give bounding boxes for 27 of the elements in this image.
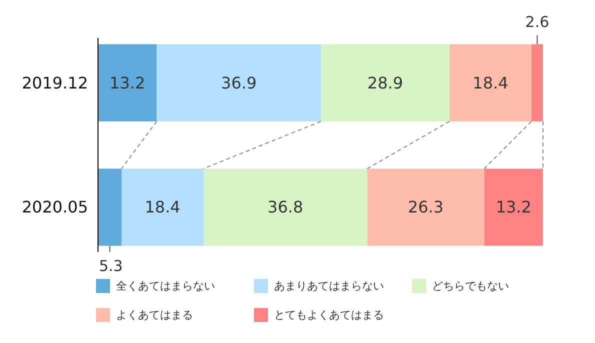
bar [484,168,543,246]
data-label: 18.4 [472,73,508,92]
legend-label: 全くあてはまらない [116,280,215,292]
data-label: 36.9 [221,73,257,92]
legend-label: とてもよくあてはまる [274,308,384,322]
legend-label: よくあてはまる [116,308,193,322]
bar [367,168,484,246]
data-label: 2.6 [525,13,550,32]
y-tick-label: 2020.05 [22,198,88,217]
bar [122,168,204,246]
bar [98,168,122,246]
bar [156,44,321,122]
legend-label: どちらでもない [432,280,509,292]
bar [450,44,532,122]
data-label: 13.2 [110,73,146,92]
legend-label: あまりあてはまらない [274,280,384,292]
bar [203,168,368,246]
data-label: 18.4 [144,198,180,217]
data-label: 5.3 [99,256,123,275]
data-label: 13.2 [496,198,532,217]
y-tick-label: 2019.12 [22,73,88,92]
data-label: 26.3 [408,198,444,217]
bar [531,44,543,122]
bar [320,44,450,122]
data-label: 36.8 [268,198,304,217]
data-label: 28.9 [367,73,404,92]
bar [98,44,157,122]
